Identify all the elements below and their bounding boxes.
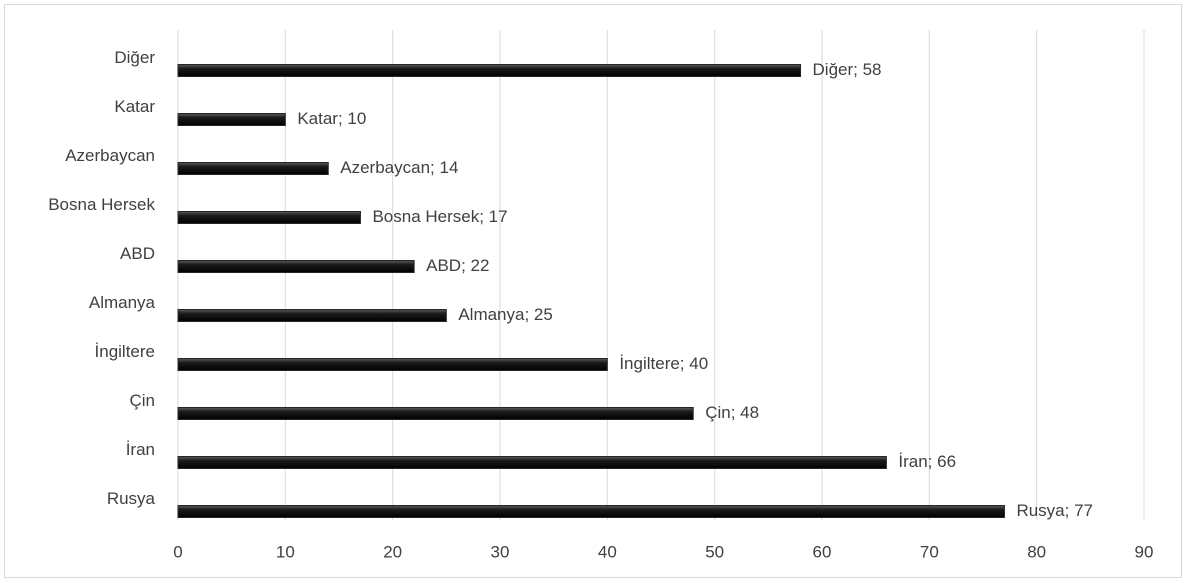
x-tick-label: 30	[491, 542, 510, 561]
data-label: Rusya; 77	[1016, 501, 1093, 520]
bar	[177, 64, 802, 77]
x-tick-label: 70	[920, 542, 939, 561]
y-tick-label: İngiltere	[95, 342, 155, 361]
x-tick-label: 90	[1135, 542, 1154, 561]
y-tick-label: Bosna Hersek	[48, 195, 155, 214]
x-tick-label: 20	[383, 542, 402, 561]
data-label: İngiltere; 40	[619, 354, 708, 373]
y-tick-label: Çin	[129, 391, 155, 410]
y-tick-label: İran	[126, 440, 155, 459]
x-tick-label: 60	[813, 542, 832, 561]
x-tick-label: 0	[173, 542, 182, 561]
bar	[177, 407, 694, 420]
x-tick-label: 40	[598, 542, 617, 561]
bar	[177, 505, 1005, 518]
y-tick-label: Rusya	[107, 489, 156, 508]
x-tick-label: 50	[705, 542, 724, 561]
x-tick-label: 10	[276, 542, 295, 561]
bar	[177, 309, 447, 322]
bar	[177, 358, 608, 371]
data-label: Çin; 48	[705, 403, 759, 422]
data-label: Almanya; 25	[458, 305, 553, 324]
data-label: ABD; 22	[426, 256, 489, 275]
data-label: Azerbaycan; 14	[340, 158, 458, 177]
data-label: Diğer; 58	[813, 60, 882, 79]
bar	[177, 456, 887, 469]
data-label: Bosna Hersek; 17	[372, 207, 507, 226]
bar	[177, 260, 415, 273]
y-tick-label: Almanya	[89, 293, 156, 312]
chart-frame	[4, 4, 1182, 578]
y-tick-label: Katar	[114, 97, 155, 116]
data-label: Katar; 10	[297, 109, 366, 128]
x-tick-label: 80	[1027, 542, 1046, 561]
data-label: İran; 66	[898, 452, 956, 471]
y-tick-label: Azerbaycan	[65, 146, 155, 165]
bar	[177, 162, 329, 175]
y-tick-label: Diğer	[114, 48, 155, 67]
bar	[177, 211, 361, 224]
bar	[177, 113, 286, 126]
y-tick-label: ABD	[120, 244, 155, 263]
